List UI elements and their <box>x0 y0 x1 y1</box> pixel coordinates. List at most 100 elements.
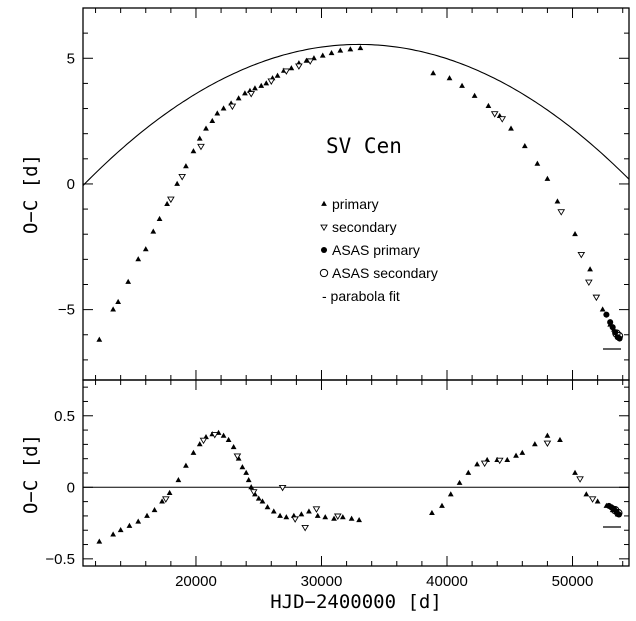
top-secondary-point <box>577 251 586 259</box>
legend: primary secondary ASAS primary ASAS seconda… <box>319 196 438 304</box>
bottom-x-tick-label: 20000 <box>175 573 217 590</box>
bottom-primary-point <box>298 511 305 517</box>
bottom-primary-point <box>594 498 601 504</box>
top-asas-primary-point <box>603 311 610 318</box>
top-primary-point <box>554 198 561 204</box>
bottom-x-tick-label: 40000 <box>426 573 468 590</box>
bottom-primary-point <box>264 504 271 510</box>
bottom-secondary-point <box>291 516 299 523</box>
bottom-secondary-point <box>543 440 552 448</box>
bottom-primary-point <box>144 512 150 518</box>
bottom-primary-point <box>255 495 262 501</box>
bottom-primary-point <box>331 515 337 521</box>
bottom-panel-points <box>96 429 623 544</box>
top-asas-secondary-point <box>612 329 621 338</box>
bottom-secondary-point <box>480 460 489 468</box>
bottom-primary-point <box>531 441 538 447</box>
top-primary-point <box>125 278 132 284</box>
bottom-primary-point <box>519 449 526 455</box>
bottom-primary-point <box>465 469 472 475</box>
bottom-primary-point <box>135 518 142 524</box>
top-primary-point <box>446 75 453 81</box>
top-primary-point <box>430 70 437 76</box>
bottom-primary-point <box>248 484 255 490</box>
bottom-primary-point <box>243 469 250 475</box>
top-primary-point <box>196 135 203 141</box>
top-primary-point <box>274 72 281 78</box>
bottom-primary-point <box>314 512 321 518</box>
top-primary-point <box>174 180 181 186</box>
legend-label: secondary <box>332 219 397 235</box>
top-primary-point <box>587 266 593 272</box>
top-secondary-point <box>228 103 237 111</box>
legend-circle-filled-marker <box>320 246 328 254</box>
top-primary-point <box>96 336 103 342</box>
bottom-secondary-point <box>233 453 242 460</box>
bottom-primary-point <box>190 449 197 455</box>
bottom-primary-point <box>429 509 435 515</box>
top-primary-point <box>508 125 514 131</box>
top-y-tick-label: 0 <box>67 176 75 193</box>
top-y-axis-label: O−C [d] <box>20 154 42 234</box>
top-secondary-point <box>306 58 315 65</box>
top-secondary-point <box>247 91 256 98</box>
legend-label: ASAS primary <box>332 242 420 258</box>
bottom-primary-point <box>96 538 103 544</box>
bottom-panel-tick-labels: 20000 30000 40000 50000 −0.5 0 0.5 <box>45 408 593 590</box>
bottom-primary-point <box>225 436 232 443</box>
top-primary-point <box>190 148 197 154</box>
bottom-x-tick-label: 50000 <box>552 573 594 590</box>
parabola-fit-curve <box>83 43 629 186</box>
bottom-secondary-point <box>333 513 342 521</box>
top-primary-point <box>110 306 117 312</box>
top-y-tick-label: 5 <box>67 50 75 67</box>
bottom-secondary-point <box>495 457 504 465</box>
bottom-primary-point <box>230 444 237 450</box>
bottom-x-tick-label: 30000 <box>301 573 343 590</box>
top-secondary-point <box>585 279 593 287</box>
bottom-primary-point <box>583 491 590 497</box>
top-primary-point <box>303 57 310 63</box>
legend-item: ASAS secondary <box>319 265 438 281</box>
top-secondary-point <box>267 78 276 85</box>
bottom-primary-point <box>322 514 329 520</box>
bottom-primary-point <box>544 432 551 438</box>
bottom-primary-point <box>151 507 158 513</box>
legend-item: secondary <box>320 219 397 235</box>
top-primary-point <box>242 90 248 96</box>
bottom-secondary-point <box>278 484 287 492</box>
top-primary-point <box>183 163 189 169</box>
top-panel-points <box>96 45 624 342</box>
bottom-primary-point <box>572 469 578 475</box>
bottom-primary-point <box>456 479 463 485</box>
legend-label: ASAS secondary <box>332 265 438 281</box>
top-primary-point <box>544 175 551 181</box>
top-asas-secondary-point <box>614 331 624 341</box>
bottom-secondary-point <box>162 496 170 503</box>
top-primary-point <box>572 231 578 237</box>
bottom-primary-point <box>270 508 277 514</box>
x-axis-label: HJD−2400000 [d] <box>270 591 442 613</box>
bottom-primary-point <box>196 441 203 447</box>
top-secondary-point <box>167 196 175 204</box>
top-primary-point <box>252 85 258 91</box>
top-primary-point <box>258 82 265 88</box>
bottom-primary-point <box>356 517 363 523</box>
top-primary-point <box>115 298 122 305</box>
legend-triangle-up-marker <box>321 200 327 206</box>
bottom-primary-point <box>175 476 182 483</box>
bottom-secondary-point <box>576 476 584 483</box>
bottom-secondary-point <box>588 496 597 503</box>
top-y-tick-label: −5 <box>58 302 75 319</box>
bottom-secondary-point <box>312 506 321 513</box>
top-primary-point <box>521 143 528 149</box>
bottom-primary-point <box>277 512 283 518</box>
top-primary-point <box>288 65 295 71</box>
legend-label: - parabola fit <box>322 288 400 304</box>
bottom-primary-point <box>220 432 227 438</box>
bottom-primary-point <box>126 522 133 528</box>
bottom-primary-point <box>239 464 246 470</box>
legend-items: primary secondary ASAS primary ASAS seconda… <box>319 196 438 304</box>
bottom-primary-point <box>283 514 290 520</box>
